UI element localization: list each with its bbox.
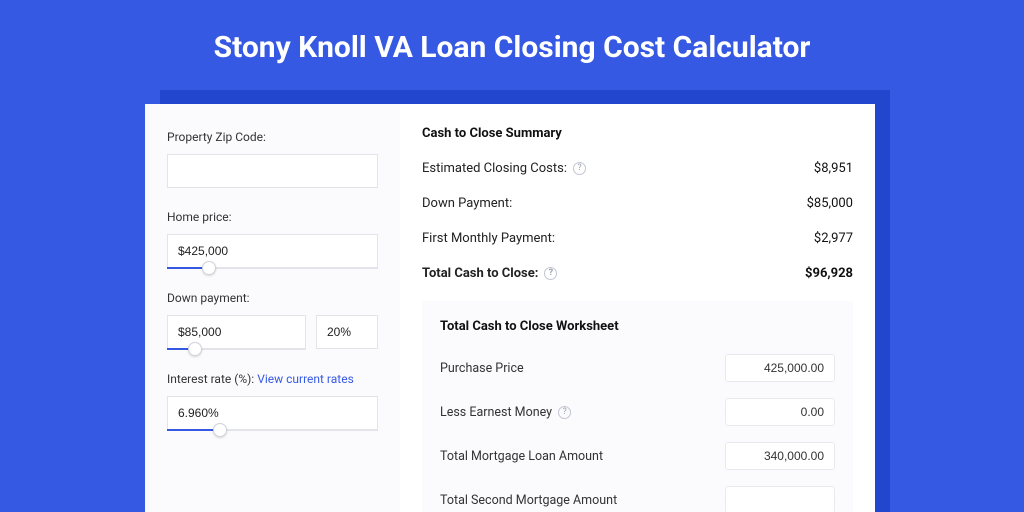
summary-row-value: $8,951 bbox=[814, 161, 853, 176]
summary-row-value: $85,000 bbox=[807, 196, 853, 211]
worksheet-row-label: Total Mortgage Loan Amount bbox=[440, 449, 603, 464]
interest-rate-slider[interactable] bbox=[167, 429, 378, 431]
zip-label: Property Zip Code: bbox=[167, 130, 378, 144]
summary-row: Down Payment: $85,000 bbox=[422, 196, 853, 211]
summary-row-label: Down Payment: bbox=[422, 196, 512, 211]
worksheet-title: Total Cash to Close Worksheet bbox=[440, 319, 835, 334]
summary-title: Cash to Close Summary bbox=[422, 126, 853, 141]
worksheet-row-input[interactable] bbox=[725, 354, 835, 382]
worksheet-row-label-text: Less Earnest Money bbox=[440, 405, 552, 420]
home-price-field-group: Home price: bbox=[167, 210, 378, 269]
worksheet-row-label: Less Earnest Money? bbox=[440, 405, 571, 420]
zip-field-group: Property Zip Code: bbox=[167, 130, 378, 188]
slider-track bbox=[167, 429, 378, 431]
worksheet-row: Total Second Mortgage Amount bbox=[440, 486, 835, 512]
worksheet-panel: Total Cash to Close Worksheet Purchase P… bbox=[422, 301, 853, 512]
worksheet-row-input[interactable] bbox=[725, 442, 835, 470]
worksheet-row-label-text: Total Second Mortgage Amount bbox=[440, 493, 617, 508]
view-rates-link[interactable]: View current rates bbox=[257, 372, 354, 386]
worksheet-row-input[interactable] bbox=[725, 486, 835, 512]
summary-row-label: First Monthly Payment: bbox=[422, 231, 555, 246]
worksheet-row-label-text: Purchase Price bbox=[440, 361, 524, 376]
worksheet-row: Less Earnest Money? bbox=[440, 398, 835, 426]
worksheet-row-label: Total Second Mortgage Amount bbox=[440, 493, 617, 508]
home-price-slider[interactable] bbox=[167, 267, 378, 269]
page-background: Stony Knoll VA Loan Closing Cost Calcula… bbox=[0, 0, 1024, 512]
zip-input[interactable] bbox=[167, 154, 378, 188]
help-icon[interactable]: ? bbox=[573, 162, 586, 175]
summary-row-label-text: Down Payment: bbox=[422, 196, 512, 211]
summary-row: Estimated Closing Costs:? $8,951 bbox=[422, 161, 853, 176]
summary-row-label-text: Total Cash to Close: bbox=[422, 266, 538, 281]
down-payment-field-group: Down payment: bbox=[167, 291, 378, 350]
slider-thumb[interactable] bbox=[213, 423, 227, 437]
summary-row-label: Estimated Closing Costs:? bbox=[422, 161, 586, 176]
down-payment-amount-input[interactable] bbox=[167, 315, 306, 349]
slider-track bbox=[167, 267, 378, 269]
down-payment-slider[interactable] bbox=[167, 348, 306, 350]
slider-thumb[interactable] bbox=[202, 261, 216, 275]
summary-row-label-text: First Monthly Payment: bbox=[422, 231, 555, 246]
calculator-card: Property Zip Code: Home price: Down paym… bbox=[145, 104, 875, 512]
summary-panel: Cash to Close Summary Estimated Closing … bbox=[400, 104, 875, 512]
down-payment-label: Down payment: bbox=[167, 291, 378, 305]
worksheet-row: Total Mortgage Loan Amount bbox=[440, 442, 835, 470]
worksheet-rows: Purchase Price Less Earnest Money? Total M… bbox=[440, 354, 835, 512]
slider-thumb[interactable] bbox=[188, 342, 202, 356]
summary-row-label: Total Cash to Close:? bbox=[422, 266, 557, 281]
down-payment-amount-wrap bbox=[167, 315, 306, 350]
summary-rows: Estimated Closing Costs:? $8,951 Down Paym… bbox=[422, 161, 853, 281]
interest-rate-label-row: Interest rate (%): View current rates bbox=[167, 372, 378, 386]
summary-row: Total Cash to Close:? $96,928 bbox=[422, 266, 853, 281]
home-price-label: Home price: bbox=[167, 210, 378, 224]
inputs-panel: Property Zip Code: Home price: Down paym… bbox=[145, 104, 400, 512]
page-title: Stony Knoll VA Loan Closing Cost Calcula… bbox=[0, 0, 1024, 65]
worksheet-row: Purchase Price bbox=[440, 354, 835, 382]
interest-rate-label: Interest rate (%): bbox=[167, 372, 257, 386]
interest-rate-input[interactable] bbox=[167, 396, 378, 430]
down-payment-row bbox=[167, 315, 378, 350]
help-icon[interactable]: ? bbox=[558, 406, 571, 419]
summary-row-value: $96,928 bbox=[805, 266, 853, 281]
home-price-input[interactable] bbox=[167, 234, 378, 268]
worksheet-row-label: Purchase Price bbox=[440, 361, 524, 376]
summary-row: First Monthly Payment: $2,977 bbox=[422, 231, 853, 246]
worksheet-row-input[interactable] bbox=[725, 398, 835, 426]
summary-row-label-text: Estimated Closing Costs: bbox=[422, 161, 567, 176]
help-icon[interactable]: ? bbox=[544, 267, 557, 280]
worksheet-row-label-text: Total Mortgage Loan Amount bbox=[440, 449, 603, 464]
summary-row-value: $2,977 bbox=[814, 231, 853, 246]
down-payment-pct-input[interactable] bbox=[316, 315, 378, 349]
interest-rate-field-group: Interest rate (%): View current rates bbox=[167, 372, 378, 431]
